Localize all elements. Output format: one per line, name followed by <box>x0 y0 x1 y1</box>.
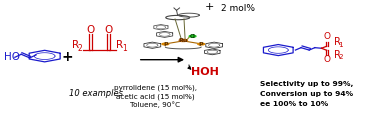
Text: HOH: HOH <box>192 67 219 77</box>
Text: P: P <box>163 42 168 46</box>
Text: P: P <box>199 42 203 46</box>
Text: R: R <box>334 37 341 47</box>
Ellipse shape <box>162 43 169 45</box>
Text: R: R <box>116 40 124 50</box>
Text: Conversion up to 94%: Conversion up to 94% <box>260 91 353 97</box>
Text: HO: HO <box>4 52 20 62</box>
Text: O: O <box>86 25 94 35</box>
Text: O: O <box>323 32 330 41</box>
Text: Toluene, 90°C: Toluene, 90°C <box>130 101 180 108</box>
Text: 10 examples: 10 examples <box>69 89 123 98</box>
Text: Ru: Ru <box>178 38 188 43</box>
Text: +: + <box>204 2 214 12</box>
Text: 2 mol%: 2 mol% <box>220 4 254 13</box>
Text: pyrrolidene (15 mol%),: pyrrolidene (15 mol%), <box>114 85 197 91</box>
Text: Selectivity up to 99%,: Selectivity up to 99%, <box>260 81 353 87</box>
Text: ee 100% to 10%: ee 100% to 10% <box>260 101 328 107</box>
Text: Cl: Cl <box>190 34 195 39</box>
Ellipse shape <box>198 43 204 45</box>
Text: O: O <box>105 25 113 35</box>
Text: 1: 1 <box>122 44 127 53</box>
Text: 2: 2 <box>77 44 82 53</box>
Text: 2: 2 <box>339 54 343 60</box>
Text: O: O <box>323 55 330 64</box>
Text: R: R <box>72 40 79 50</box>
Text: acetic acid (15 mol%): acetic acid (15 mol%) <box>116 93 195 100</box>
Ellipse shape <box>189 35 196 37</box>
Text: +: + <box>61 50 73 64</box>
Text: 1: 1 <box>339 42 343 48</box>
Text: R: R <box>334 50 341 60</box>
Ellipse shape <box>179 39 187 42</box>
